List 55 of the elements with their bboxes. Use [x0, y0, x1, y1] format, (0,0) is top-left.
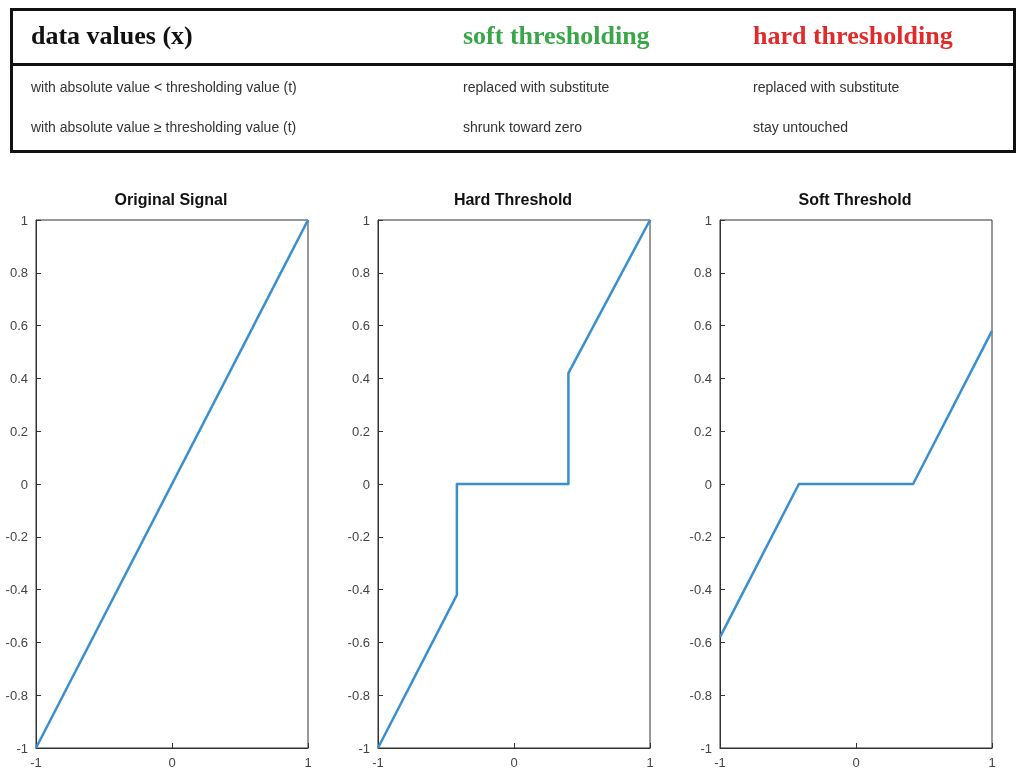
y-tick-label: -1 [358, 740, 370, 756]
y-tick-label: 0 [362, 476, 370, 492]
x-tick-label: 1 [988, 755, 996, 770]
y-tick-label: -0.4 [689, 582, 712, 598]
y-tick-label: 0.8 [9, 265, 28, 281]
text: hard thresholding [753, 21, 953, 51]
y-tick-label: 1 [362, 212, 370, 228]
text: replaced with substitute [463, 79, 610, 95]
text: replaced with substitute [753, 79, 900, 95]
y-tick-label: -0.2 [689, 529, 712, 545]
y-tick-label: 0.4 [693, 370, 712, 386]
y-tick-label: 0.4 [351, 370, 370, 386]
y-tick-label: -0.2 [5, 529, 28, 545]
text: data values (x) [31, 21, 193, 51]
text: with absolute value < thresholding value (t) [31, 79, 297, 95]
y-tick-label: 1 [704, 212, 712, 228]
text: with absolute value ≥ thresholding value (t) [31, 119, 297, 135]
text: stay untouched [753, 119, 848, 135]
text: shrunk toward zero [463, 119, 583, 135]
y-tick-label: -1 [700, 740, 712, 756]
y-tick-label: 1 [20, 212, 28, 228]
y-tick-label: 0.2 [351, 423, 370, 439]
y-tick-label: -0.8 [689, 687, 712, 703]
y-tick-label: 0.6 [9, 318, 28, 334]
y-tick-label: -0.8 [347, 687, 370, 703]
y-tick-label: 0.6 [351, 318, 370, 334]
text: soft thresholding [463, 21, 650, 51]
y-tick-label: 0.2 [9, 423, 28, 439]
y-tick-label: 0.8 [351, 265, 370, 281]
x-tick-label: 1 [646, 755, 654, 770]
x-tick-label: -1 [372, 755, 384, 770]
y-tick-label: -0.2 [347, 529, 370, 545]
y-tick-label: 0.8 [693, 265, 712, 281]
chart-title: Original Signal [114, 190, 228, 208]
chart-title: Soft Threshold [798, 190, 912, 208]
x-tick-label: 0 [852, 755, 860, 770]
x-tick-label: 0 [510, 755, 518, 770]
y-tick-label: -1 [16, 740, 28, 756]
x-tick-label: 0 [168, 755, 176, 770]
y-tick-label: 0.6 [693, 318, 712, 334]
y-tick-label: -0.6 [347, 634, 370, 650]
y-tick-label: -0.4 [347, 582, 370, 598]
x-tick-label: -1 [30, 755, 42, 770]
y-tick-label: -0.8 [5, 687, 28, 703]
x-tick-label: -1 [714, 755, 726, 770]
line-series [376, 218, 652, 750]
y-tick-label: -0.6 [689, 634, 712, 650]
y-tick-label: -0.4 [5, 582, 28, 598]
y-tick-label: 0.2 [693, 423, 712, 439]
y-tick-label: -0.6 [5, 634, 28, 650]
y-tick-label: 0.4 [9, 370, 28, 386]
chart-title: Hard Threshold [453, 190, 573, 208]
y-tick-label: 0 [704, 476, 712, 492]
y-tick-label: 0 [20, 476, 28, 492]
x-tick-label: 1 [304, 755, 312, 770]
